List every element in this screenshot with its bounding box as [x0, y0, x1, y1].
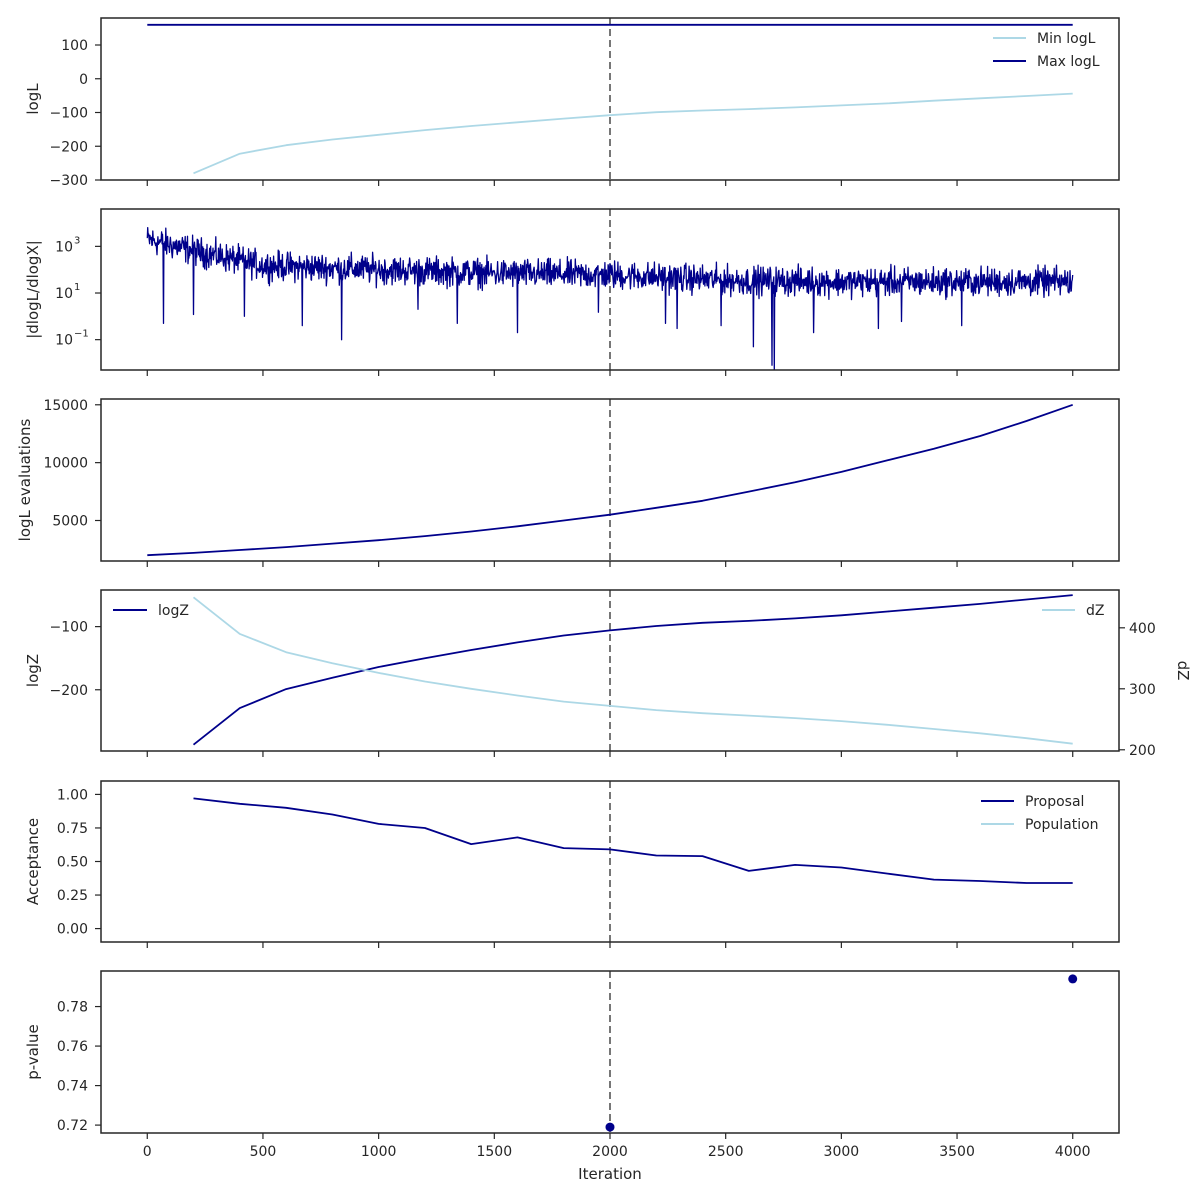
- y-tick-label: 0.76: [57, 1039, 88, 1055]
- y-tick-label: 0.78: [57, 1000, 88, 1016]
- legend-label: logZ: [158, 603, 189, 619]
- x-tick-label: 0: [143, 1144, 152, 1160]
- y-axis-label: p-value: [24, 1024, 42, 1080]
- x-tick-label: 500: [250, 1144, 277, 1160]
- plot-area: [146, 226, 1074, 370]
- legend: Min logL Max logL: [993, 31, 1100, 70]
- y-tick-label: 0.25: [57, 888, 88, 904]
- legend-logz: logZ: [113, 603, 189, 619]
- plot-area: [605, 974, 1078, 1132]
- y-right-axis-label: dZ: [1174, 661, 1192, 681]
- y-tick-label: 5000: [52, 514, 88, 530]
- x-axis-label: Iteration: [578, 1165, 642, 1183]
- y-right-tick-label: 300: [1129, 682, 1156, 698]
- y-tick-exponent: −1: [74, 329, 89, 340]
- series-proposal-line: [193, 797, 1073, 884]
- series-dz-line: [192, 596, 1073, 745]
- y-tick-label: −100: [50, 106, 88, 122]
- y-axis-label: logZ: [24, 654, 42, 687]
- panel-4: −200 −100 200 300 400 dZ logZ logZ dZ: [24, 589, 1192, 759]
- series-logz-line: [192, 594, 1073, 746]
- legend-label: dZ: [1086, 603, 1104, 619]
- scatter-point: [1068, 974, 1078, 984]
- plot-area: [193, 797, 1073, 884]
- y-tick-label: 0.74: [57, 1079, 88, 1095]
- y-tick-label: −100: [50, 620, 88, 636]
- y-axis-label: logL: [24, 83, 42, 115]
- y-tick-label: 15000: [43, 398, 88, 414]
- x-tick-label: 3500: [939, 1144, 975, 1160]
- x-tick-label: 4000: [1055, 1144, 1091, 1160]
- panel-3: 5000 10000 15000 logL evaluations: [16, 398, 1120, 567]
- y-tick-label: −200: [50, 683, 88, 699]
- y-tick-exponent: 3: [74, 235, 80, 246]
- y-tick-label: 10: [55, 333, 73, 349]
- plot-area: [192, 594, 1073, 746]
- series-3-1-line: [147, 403, 1073, 557]
- y-tick-label: 0.50: [57, 855, 88, 871]
- panel-6: 0 500 1000 1500 2000 2500 3000 3500 4000 0.72 0.74…: [24, 970, 1120, 1183]
- legend-label: Min logL: [1037, 31, 1096, 47]
- y-axis-label: logL evaluations: [16, 418, 34, 541]
- y-right-tick-label: 400: [1129, 621, 1156, 637]
- scatter-point: [605, 1122, 615, 1132]
- y-tick-label: 0: [79, 72, 88, 88]
- plot-area: [147, 23, 1073, 175]
- y-tick-label: 100: [61, 38, 88, 54]
- y-tick-label: −200: [50, 139, 88, 155]
- x-tick-label: 1500: [476, 1144, 512, 1160]
- x-tick-label: 1000: [361, 1144, 397, 1160]
- y-tick-exponent: 1: [74, 282, 80, 293]
- y-tick-label: 0.72: [57, 1118, 88, 1134]
- x-tick-label: 2000: [592, 1144, 628, 1160]
- series-min-logl-line: [193, 92, 1073, 175]
- y-tick-label: 0.00: [57, 922, 88, 938]
- panel-1: −300 −200 −100 0 100 logL Min logL Max logL: [24, 17, 1120, 189]
- y-tick-label: 1.00: [57, 787, 88, 803]
- panel-5: 0.00 0.25 0.50 0.75 1.00 Acceptance Proposal Po…: [24, 780, 1120, 948]
- y-tick-label: −300: [50, 173, 88, 189]
- x-tick-label: 3000: [824, 1144, 860, 1160]
- y-tick-label: 10: [55, 239, 73, 255]
- legend: Proposal Population: [981, 794, 1099, 833]
- series-2-1-line: [146, 226, 1074, 370]
- legend-dz: dZ: [1042, 603, 1104, 619]
- y-right-tick-label: 200: [1129, 743, 1156, 759]
- y-tick-label: 10: [55, 286, 73, 302]
- plot-area: [147, 403, 1073, 557]
- y-tick-label: 0.75: [57, 821, 88, 837]
- x-tick-label: 2500: [708, 1144, 744, 1160]
- legend-label: Max logL: [1037, 54, 1100, 70]
- y-tick-label: 10000: [43, 456, 88, 472]
- legend-label: Population: [1025, 817, 1099, 833]
- y-axis-label: Acceptance: [24, 818, 42, 905]
- legend-label: Proposal: [1025, 794, 1084, 810]
- y-axis-label: |dlogL/dlogX|: [24, 240, 42, 339]
